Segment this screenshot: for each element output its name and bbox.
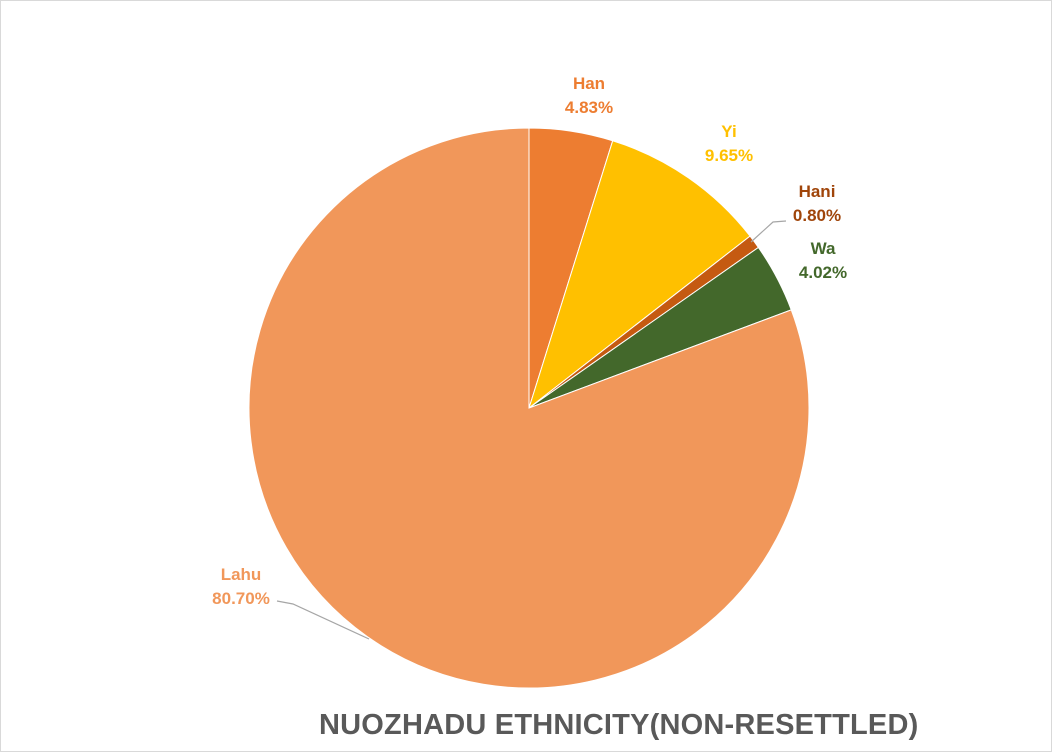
slice-value-label-yi: 9.65% — [705, 146, 753, 165]
slice-label-hani: Hani — [799, 182, 836, 201]
slice-value-label-han: 4.83% — [565, 98, 613, 117]
slice-value-label-hani: 0.80% — [793, 206, 841, 225]
slice-label-han: Han — [573, 74, 605, 93]
slice-value-label-wa: 4.02% — [799, 263, 847, 282]
slice-label-lahu: Lahu — [221, 565, 262, 584]
slice-value-label-lahu: 80.70% — [212, 589, 270, 608]
leader-line-lahu — [276, 600, 370, 640]
leader-line-hani — [750, 220, 787, 243]
chart-title: NUOZHADU ETHNICITY(NON-RESETTLED) — [319, 709, 919, 741]
slice-label-wa: Wa — [811, 239, 836, 258]
pie-slice-yi — [528, 140, 751, 410]
pie-slice-lahu — [248, 127, 810, 689]
slice-label-yi: Yi — [721, 122, 736, 141]
